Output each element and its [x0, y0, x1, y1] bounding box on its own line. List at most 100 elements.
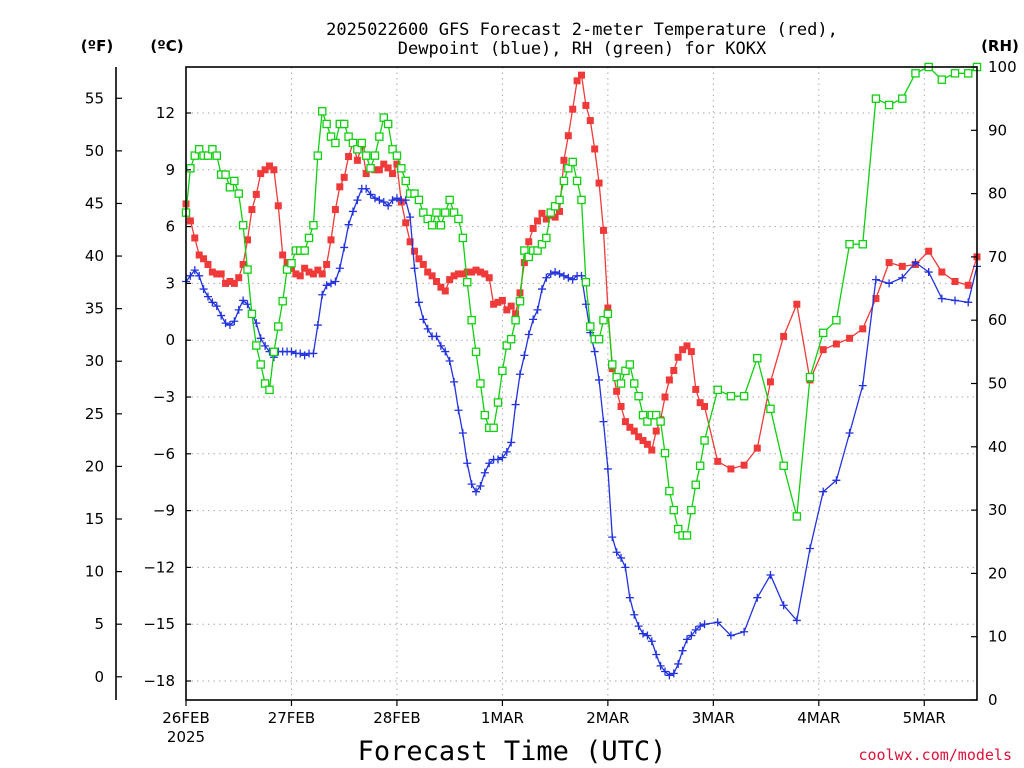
2-meter-temperature-point	[476, 268, 484, 276]
2-meter-temperature-point	[419, 260, 427, 268]
dewpoint-point	[313, 321, 322, 330]
dewpoint-point	[951, 296, 960, 305]
dewpoint-point	[682, 635, 691, 644]
rh-point	[375, 132, 384, 141]
rh-point	[449, 208, 459, 217]
2-meter-temperature-point	[248, 206, 256, 214]
rh-point	[234, 189, 243, 198]
2-meter-temperature-point	[529, 224, 537, 232]
dewpoint-point	[612, 548, 621, 557]
dewpoint-point	[779, 601, 788, 610]
2-meter-temperature-point	[265, 162, 273, 170]
rh-point	[269, 347, 279, 357]
x-tick-label: 5MAR	[903, 709, 946, 727]
dewpoint-point	[476, 481, 485, 490]
2-meter-temperature-point	[551, 213, 559, 221]
rh-point	[564, 164, 573, 173]
2-meter-temperature-point	[665, 376, 673, 384]
rh-point	[445, 195, 454, 205]
credit-label: coolwx.com/models	[858, 746, 1012, 764]
rh-point	[625, 360, 635, 369]
dewpoint-point	[467, 480, 476, 489]
dewpoint-point	[964, 298, 973, 307]
fahrenheit-tick-label: 35	[85, 300, 104, 318]
dewpoint-point	[713, 618, 722, 627]
rh-point	[506, 334, 516, 344]
dewpoint-point	[559, 271, 568, 280]
dewpoint-point	[845, 428, 854, 437]
rh-tick-label: 60	[988, 311, 1007, 329]
2-meter-temperature-point	[446, 276, 454, 284]
fahrenheit-tick-label: 40	[85, 247, 104, 265]
rh-point	[480, 410, 490, 420]
rh-point	[911, 69, 920, 78]
dewpoint-point	[665, 671, 674, 680]
dewpoint-point	[362, 184, 371, 193]
2-meter-temperature-point	[384, 164, 392, 172]
rh-point	[651, 410, 661, 420]
dewpoint-point	[243, 300, 252, 309]
rh-tick-label: 50	[988, 375, 1007, 393]
2-meter-temperature-point	[582, 101, 590, 109]
rh-point	[687, 505, 696, 515]
2-meter-temperature-point	[424, 268, 432, 276]
2-meter-temperature-point	[204, 260, 212, 268]
rh-point	[713, 385, 722, 395]
dewpoint-point	[208, 298, 217, 307]
rh-point	[656, 417, 665, 426]
dewpoint-point	[392, 194, 401, 203]
rh-point	[629, 379, 639, 388]
rh-point	[577, 195, 586, 205]
dewpoint-point	[753, 593, 762, 602]
rh-tick-label: 40	[988, 438, 1007, 456]
dewpoint-point	[858, 381, 867, 390]
2-meter-temperature-point	[560, 156, 568, 164]
2-meter-temperature-point	[573, 77, 581, 85]
dewpoint-point	[494, 455, 503, 464]
fahrenheit-tick-label: 5	[94, 615, 104, 633]
celsius-tick-label: 6	[165, 218, 175, 236]
rh-tick-label: 10	[988, 628, 1007, 646]
rh-point	[542, 233, 551, 243]
rh-point	[550, 202, 560, 211]
rh-point	[533, 246, 542, 255]
dewpoint-point	[652, 650, 661, 659]
dewpoint-point	[432, 332, 441, 341]
rh-point	[603, 309, 613, 319]
rh-point	[423, 214, 432, 224]
2-meter-temperature-point	[393, 160, 401, 168]
dewpoint-point	[542, 273, 551, 282]
dewpoint-point	[348, 207, 357, 216]
celsius-unit-label: (ºC)	[150, 37, 183, 55]
dewpoint-point	[410, 264, 419, 273]
2-meter-temperature-point	[428, 272, 436, 280]
2-meter-temperature-point	[832, 340, 840, 348]
2-meter-temperature-point	[766, 378, 774, 386]
2-meter-temperature-point	[252, 190, 260, 198]
rh-point	[265, 385, 274, 395]
2-meter-temperature-point	[498, 296, 506, 304]
rh-tick-label: 0	[988, 691, 998, 709]
dewpoint-point	[529, 315, 538, 324]
dewpoint-point	[595, 375, 604, 384]
2-meter-temperature-point	[340, 173, 348, 181]
rh-point	[410, 189, 419, 198]
dewpoint-point	[568, 275, 577, 284]
dewpoint-point	[406, 213, 415, 222]
rh-point	[414, 195, 424, 205]
dewpoint-point	[472, 487, 481, 496]
dewpoint-point	[625, 593, 634, 602]
celsius-tick-label: 0	[165, 331, 175, 349]
rh-point	[858, 239, 867, 249]
rh-point	[357, 138, 367, 148]
dewpoint-point	[740, 627, 749, 636]
2-meter-temperature-point	[305, 268, 313, 276]
rh-point	[282, 265, 292, 274]
dewpoint-point	[678, 646, 687, 655]
2-meter-temperature-point	[938, 268, 946, 276]
2-meter-temperature-point	[599, 226, 607, 234]
2-meter-temperature-point	[375, 166, 383, 174]
dewpoint-point	[225, 321, 234, 330]
rh-point	[963, 69, 973, 78]
